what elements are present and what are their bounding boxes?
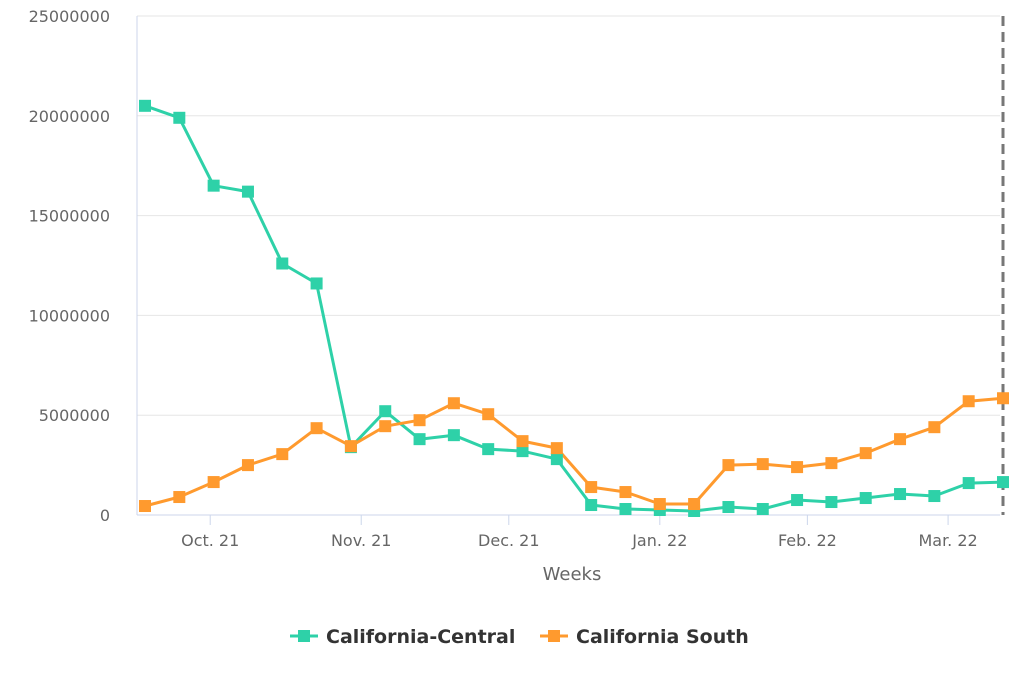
y-tick-label: 10000000	[29, 306, 110, 325]
axis-layer: 0 5000000 10000000 15000000 20000000 25000000…	[29, 7, 1005, 550]
data-point-marker	[825, 496, 838, 509]
y-tick-label: 20000000	[29, 107, 110, 126]
data-point-marker	[894, 433, 907, 446]
data-point-marker	[447, 397, 460, 410]
y-tick-label: 15000000	[29, 207, 110, 226]
data-point-marker	[482, 443, 495, 456]
data-point-marker	[928, 490, 941, 503]
data-point-marker	[276, 257, 289, 270]
legend-item: California-Central	[290, 626, 515, 648]
data-point-marker	[276, 448, 289, 461]
legend-item: California South	[540, 626, 749, 648]
data-point-marker	[447, 429, 460, 442]
data-point-marker	[550, 453, 563, 466]
data-point-marker	[722, 501, 735, 514]
data-point-marker	[791, 494, 804, 507]
x-tick-label: Jan. 22	[631, 531, 687, 550]
data-point-marker	[997, 476, 1009, 489]
grid-layer	[137, 15, 1000, 416]
data-point-marker	[825, 457, 838, 470]
data-point-marker	[379, 420, 392, 433]
y-tick-label: 5000000	[39, 406, 110, 425]
data-point-marker	[894, 488, 907, 501]
data-point-marker	[619, 486, 632, 499]
data-point-marker	[139, 99, 151, 112]
data-point-marker	[173, 491, 186, 504]
data-point-marker	[653, 498, 666, 511]
data-point-marker	[482, 408, 495, 421]
data-point-marker	[859, 447, 872, 460]
data-point-marker	[962, 477, 975, 490]
y-tick-label: 25000000	[29, 7, 110, 26]
legend-label: California-Central	[326, 626, 515, 648]
x-tick-label: Dec. 21	[478, 531, 540, 550]
data-point-marker	[310, 277, 323, 290]
data-point-marker	[585, 499, 598, 512]
legend-marker-symbol	[548, 630, 560, 642]
data-point-marker	[379, 405, 392, 418]
data-point-marker	[310, 422, 323, 435]
data-point-marker	[241, 185, 254, 198]
data-point-marker	[962, 395, 975, 408]
data-point-marker	[550, 442, 563, 455]
data-point-marker	[688, 498, 701, 511]
data-point-marker	[756, 458, 769, 471]
data-point-marker	[997, 392, 1009, 405]
x-tick-label: Oct. 21	[181, 531, 239, 550]
x-axis-title: Weeks	[543, 564, 602, 585]
data-point-marker	[516, 435, 529, 448]
legend-label: California South	[576, 626, 749, 648]
legend: California-Central California South	[290, 626, 749, 648]
data-point-marker	[516, 445, 529, 458]
data-point-marker	[207, 476, 220, 489]
data-point-marker	[619, 503, 632, 516]
data-point-marker	[241, 459, 254, 472]
x-tick-label: Feb. 22	[778, 531, 837, 550]
data-point-marker	[722, 459, 735, 472]
data-point-marker	[756, 503, 769, 516]
legend-marker-symbol	[298, 630, 310, 642]
data-point-marker	[173, 111, 186, 124]
data-point-marker	[928, 421, 941, 434]
data-point-marker	[413, 433, 426, 446]
x-tick-label: Nov. 21	[331, 531, 392, 550]
series-line	[144, 396, 1004, 508]
data-point-marker	[344, 440, 357, 453]
series-layer	[139, 99, 1009, 518]
data-point-marker	[413, 414, 426, 427]
y-tick-label: 0	[100, 506, 110, 525]
data-point-marker	[859, 492, 872, 505]
x-tick-label: Mar. 22	[918, 531, 977, 550]
data-point-marker	[139, 500, 151, 513]
data-point-marker	[791, 461, 804, 474]
data-point-marker	[585, 481, 598, 494]
data-point-marker	[207, 179, 220, 192]
